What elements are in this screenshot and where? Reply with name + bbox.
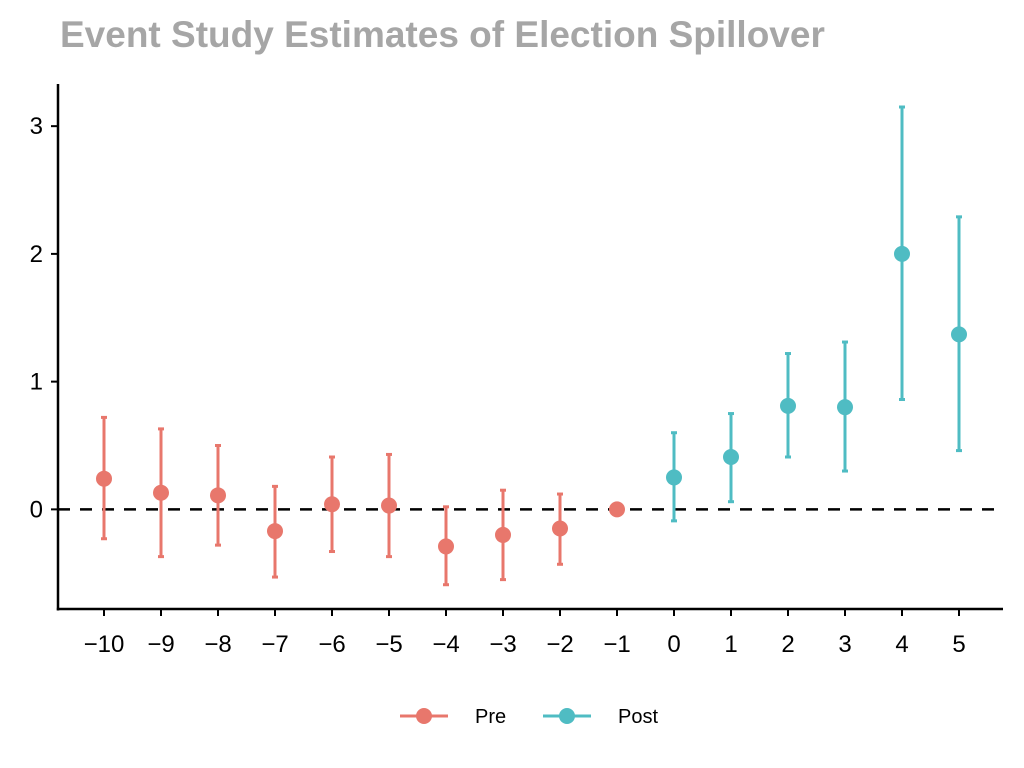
y-tick-label: 2	[30, 241, 43, 268]
y-tick-label: 1	[30, 369, 43, 396]
x-tick-label: −2	[546, 631, 573, 658]
x-tick-label: −4	[432, 631, 459, 658]
legend-marker	[416, 708, 432, 724]
legend-item: Pre	[400, 706, 506, 728]
legend-label: Pre	[475, 706, 506, 728]
point-estimate	[324, 496, 340, 513]
point-estimate	[438, 538, 454, 555]
point-estimate	[495, 526, 511, 543]
point-estimate	[267, 523, 283, 540]
chart-title: Event Study Estimates of Election Spillo…	[60, 14, 825, 55]
legend: Pre Post	[400, 706, 658, 728]
point-estimate	[666, 469, 682, 486]
point-estimate	[837, 399, 853, 416]
x-tick-label: −10	[84, 631, 125, 658]
x-tick-label: 3	[838, 631, 851, 658]
point-estimate	[153, 484, 169, 501]
x-tick-label: 4	[895, 631, 908, 658]
point-estimate	[552, 520, 568, 537]
point-estimate	[894, 245, 910, 262]
point-estimate	[609, 501, 625, 518]
x-tick-label: −1	[603, 631, 630, 658]
x-tick-label: −7	[261, 631, 288, 658]
point-estimate	[951, 326, 967, 343]
legend-item: Post	[543, 706, 658, 728]
x-tick-label: 1	[724, 631, 737, 658]
y-tick-label: 3	[30, 113, 43, 140]
point-estimate	[780, 397, 796, 414]
y-tick-label: 0	[30, 496, 43, 523]
x-tick-label: −3	[489, 631, 516, 658]
x-tick-label: 2	[781, 631, 794, 658]
x-tick-label: −8	[204, 631, 231, 658]
legend-label: Post	[618, 706, 658, 728]
legend-marker	[559, 708, 575, 724]
point-estimate	[210, 487, 226, 504]
x-tick-label: 0	[667, 631, 680, 658]
point-estimate	[723, 448, 739, 465]
x-tick-label: 5	[952, 631, 965, 658]
point-estimate	[96, 470, 112, 487]
point-estimate	[381, 497, 397, 514]
x-tick-label: −9	[147, 631, 174, 658]
x-tick-label: −6	[318, 631, 345, 658]
x-tick-label: −5	[375, 631, 402, 658]
data-marks	[96, 105, 967, 587]
